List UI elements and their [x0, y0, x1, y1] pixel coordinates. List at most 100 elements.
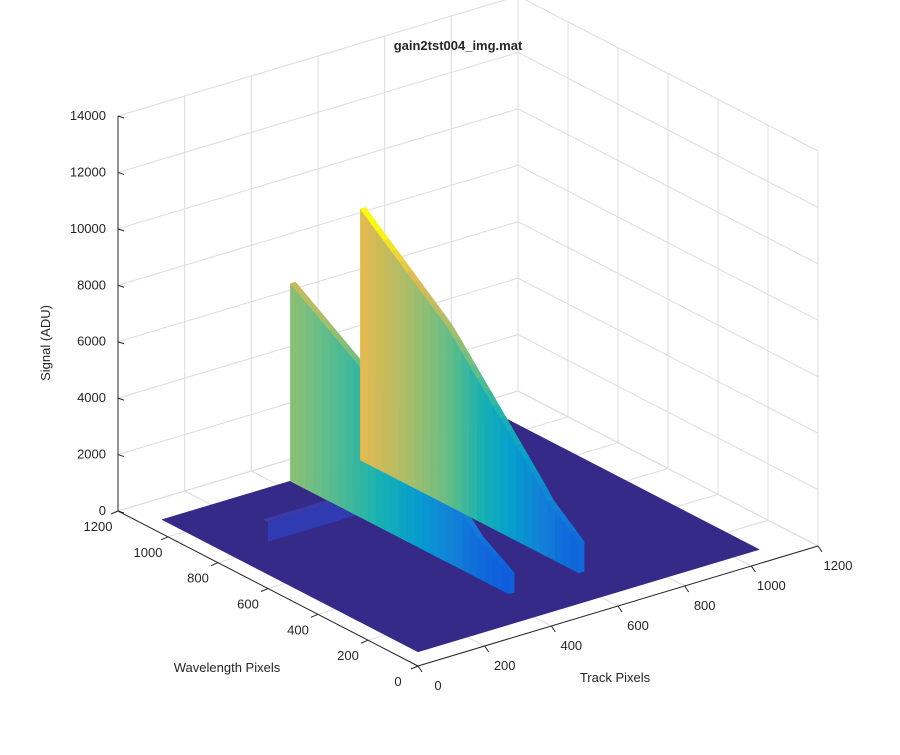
z-tick-mark — [117, 115, 125, 119]
peak-1-side — [321, 320, 330, 502]
peak-2-side — [531, 471, 540, 554]
y-tick-label: 600 — [237, 597, 259, 612]
peak-2-side — [407, 271, 416, 489]
y-tick-label: 800 — [187, 571, 209, 586]
x-tick-mark — [550, 625, 556, 633]
z-tick-mark — [117, 510, 125, 514]
grid-back-z — [117, 221, 519, 343]
peak-2-side — [446, 324, 455, 509]
grid-back-z — [117, 108, 519, 230]
peak-1-side — [297, 292, 307, 490]
x-tick-mark — [684, 585, 690, 593]
z-tick-mark — [117, 171, 125, 175]
z-tick-label: 0 — [99, 503, 106, 518]
peak-2-side — [477, 377, 486, 525]
peak-1-side — [352, 357, 361, 518]
z-tick-label: 2000 — [77, 447, 106, 462]
y-axis-label: Wavelength Pixels — [174, 660, 281, 675]
y-tick-label: 1000 — [134, 545, 163, 560]
peak-1-side — [329, 329, 338, 506]
y-tick-label: 200 — [337, 648, 359, 663]
x-axis-label: Track Pixels — [580, 670, 651, 685]
y-tick-mark — [110, 510, 119, 515]
peak-1-side — [290, 283, 299, 486]
peak-2-side — [414, 282, 423, 493]
y-tick-mark — [410, 665, 419, 670]
peak-2-front — [578, 541, 585, 574]
grid-right-z — [517, 277, 819, 434]
peak-2-side — [508, 431, 517, 542]
x-tick-label: 1000 — [757, 578, 786, 593]
y-tick-label: 1200 — [84, 519, 113, 534]
z-tick-label: 10000 — [70, 221, 106, 236]
grid-right-z — [517, 390, 819, 547]
z-tick-label: 4000 — [77, 390, 106, 405]
x-tick-mark — [817, 545, 823, 553]
peak-1-side — [337, 339, 346, 510]
z-axis-label: Signal (ADU) — [38, 305, 53, 381]
peak-2-side — [500, 418, 509, 538]
grid-right-z — [517, 164, 819, 321]
y-tick-mark — [210, 562, 219, 567]
y-tick-mark — [360, 639, 369, 644]
x-tick-mark — [617, 605, 623, 613]
z-tick-label: 6000 — [77, 334, 106, 349]
peak-2-side — [422, 293, 431, 497]
peak-2-side — [516, 445, 525, 546]
y-tick-label: 400 — [287, 622, 309, 637]
z-tick-mark — [117, 284, 125, 288]
grid-right-z — [517, 334, 819, 491]
z-tick-mark — [117, 397, 125, 401]
peak-2-side — [367, 218, 377, 469]
peak-2-side — [383, 240, 392, 477]
x-tick-label: 1200 — [824, 558, 853, 573]
peak-2-side — [399, 261, 408, 485]
grid-back-z — [117, 164, 519, 286]
grid-back-z — [117, 51, 519, 173]
peak-2-side — [438, 314, 447, 505]
x-tick-label: 800 — [694, 598, 716, 613]
peak-2-side — [461, 350, 470, 517]
z-tick-mark — [117, 228, 125, 232]
grid-right-z — [517, 51, 819, 208]
chart-title: gain2tst004_img.mat — [394, 38, 523, 53]
grid-right-z — [524, 0, 819, 152]
z-tick-mark — [117, 341, 125, 345]
grid-back-z — [117, 0, 507, 117]
peak-2-side — [524, 458, 533, 550]
grid-right-z — [517, 108, 819, 265]
x-tick-mark — [417, 665, 423, 673]
surface-mesh — [161, 207, 760, 653]
peak-2-side — [469, 364, 478, 521]
z-tick-mark — [117, 454, 125, 458]
y-tick-mark — [260, 588, 269, 592]
peak-1-side — [344, 348, 353, 514]
y-tick-mark — [160, 536, 169, 541]
peak-1-side — [305, 301, 314, 494]
peak-2-side — [360, 208, 369, 465]
peak-2-side — [430, 303, 439, 501]
peak-2-side — [453, 337, 462, 513]
peak-1-side — [313, 311, 322, 498]
x-tick-label: 200 — [494, 658, 516, 673]
peak-2-side — [492, 404, 501, 534]
z-tick-label: 12000 — [70, 164, 106, 179]
x-tick-label: 0 — [434, 678, 441, 693]
z-tick-label: 14000 — [70, 108, 106, 123]
x-tick-label: 600 — [627, 618, 649, 633]
y-tick-mark — [310, 613, 319, 618]
peak-2-side — [391, 250, 400, 481]
z-tick-label: 8000 — [77, 277, 106, 292]
peak-1-front — [508, 572, 515, 595]
x-tick-mark — [484, 645, 490, 653]
x-tick-label: 400 — [560, 638, 582, 653]
axis-lines — [110, 115, 823, 673]
grid-right-z — [517, 221, 819, 378]
peak-2-side — [485, 391, 494, 530]
x-tick-mark — [750, 565, 756, 573]
peak-2-side — [375, 229, 384, 473]
tick-labels: 0200400600800100012000200400600800100012… — [70, 108, 853, 693]
y-tick-label: 0 — [394, 674, 401, 689]
